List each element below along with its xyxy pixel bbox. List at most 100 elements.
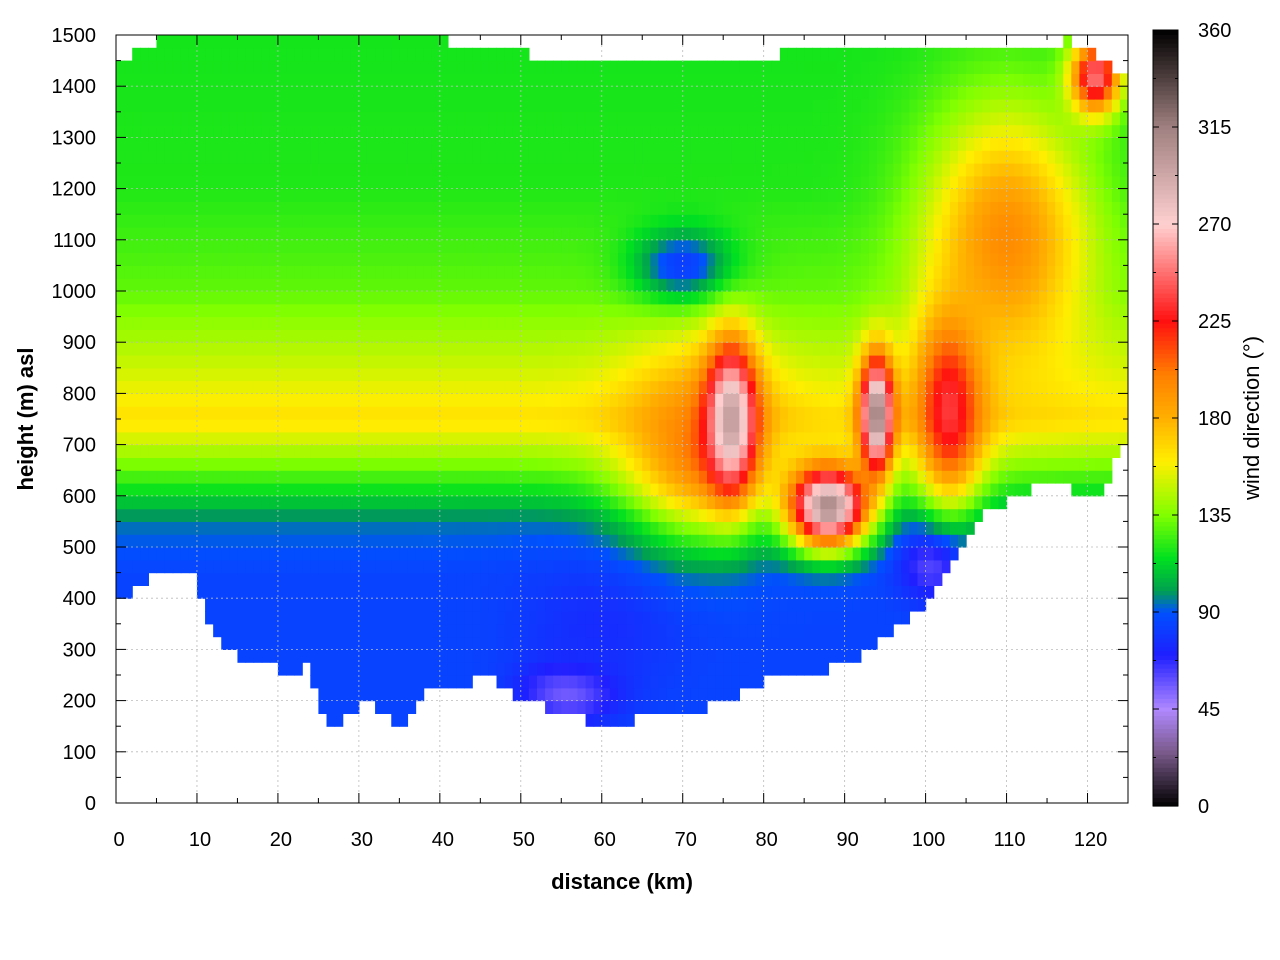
- field-cell: [496, 150, 506, 164]
- field-cell: [269, 239, 279, 254]
- field-cell: [763, 86, 773, 100]
- field-cell: [698, 662, 708, 676]
- field-cell: [779, 239, 789, 254]
- field-cell: [261, 623, 271, 638]
- field-cell: [358, 534, 368, 548]
- field-cell: [253, 227, 263, 241]
- field-cell: [423, 201, 433, 215]
- field-cell: [180, 329, 190, 343]
- field-cell: [366, 252, 376, 266]
- field-cell: [715, 150, 724, 164]
- field-cell: [342, 508, 352, 522]
- field-cell: [820, 444, 830, 458]
- field-cell: [423, 662, 433, 676]
- field-cell: [124, 572, 133, 586]
- field-cell: [294, 444, 303, 458]
- field-cell: [148, 380, 158, 394]
- field-cell: [569, 419, 579, 433]
- field-cell: [844, 431, 854, 446]
- field-cell: [642, 60, 651, 74]
- field-cell: [852, 239, 862, 254]
- field-cell: [512, 188, 522, 202]
- field-cell: [658, 521, 668, 535]
- field-cell: [536, 457, 546, 471]
- field-cell: [253, 470, 263, 484]
- field-cell: [682, 687, 692, 702]
- field-cell: [577, 444, 587, 458]
- field-cell: [561, 662, 570, 676]
- field-cell: [504, 227, 514, 241]
- field-cell: [528, 99, 538, 113]
- field-cell: [318, 214, 328, 228]
- field-cell: [342, 470, 352, 484]
- field-cell: [383, 99, 392, 113]
- field-cell: [528, 431, 538, 446]
- field-cell: [536, 163, 546, 177]
- field-cell: [626, 316, 635, 330]
- field-cell: [893, 521, 902, 535]
- field-cell: [116, 380, 125, 394]
- field-cell: [860, 521, 870, 535]
- field-cell: [472, 303, 481, 318]
- field-cell: [747, 534, 757, 548]
- field-cell: [496, 355, 506, 369]
- field-cell: [188, 483, 198, 497]
- field-cell: [682, 431, 692, 446]
- field-cell: [464, 649, 473, 663]
- field-cell: [415, 73, 425, 87]
- field-cell: [723, 675, 732, 689]
- field-cell: [553, 649, 562, 663]
- field-cell: [779, 470, 789, 484]
- field-cell: [269, 444, 279, 458]
- field-cell: [731, 175, 740, 190]
- field-cell: [464, 636, 473, 650]
- field-cell: [423, 342, 433, 356]
- field-cell: [885, 495, 894, 510]
- field-cell: [877, 623, 886, 638]
- field-cell: [213, 278, 222, 292]
- field-cell: [715, 175, 724, 190]
- field-cell: [877, 201, 886, 215]
- field-cell: [925, 99, 935, 113]
- field-cell: [528, 86, 538, 100]
- field-cell: [286, 636, 295, 650]
- field-cell: [739, 291, 749, 305]
- field-cell: [779, 598, 789, 612]
- field-cell: [366, 572, 376, 586]
- field-cell: [787, 662, 797, 676]
- field-cell: [715, 470, 724, 484]
- field-cell: [739, 124, 749, 138]
- field-cell: [545, 367, 554, 382]
- field-cell: [528, 150, 538, 164]
- field-cell: [836, 393, 846, 407]
- field-cell: [237, 380, 247, 394]
- field-cell: [415, 342, 425, 356]
- field-cell: [472, 470, 481, 484]
- field-cell: [472, 547, 481, 561]
- field-cell: [488, 483, 498, 497]
- field-cell: [836, 137, 846, 151]
- field-cell: [407, 278, 417, 292]
- field-cell: [545, 662, 554, 676]
- field-cell: [893, 495, 902, 510]
- field-cell: [366, 111, 376, 126]
- field-cell: [844, 111, 854, 126]
- field-cell: [407, 636, 417, 650]
- field-cell: [286, 367, 295, 382]
- field-cell: [423, 137, 433, 151]
- field-cell: [601, 406, 611, 420]
- field-cell: [545, 636, 554, 650]
- field-cell: [116, 111, 125, 126]
- field-cell: [269, 265, 279, 279]
- field-cell: [601, 611, 611, 625]
- field-cell: [820, 188, 830, 202]
- field-cell: [755, 611, 765, 625]
- field-cell: [488, 393, 498, 407]
- field-cell: [528, 534, 538, 548]
- field-cell: [269, 611, 279, 625]
- field-cell: [342, 124, 352, 138]
- field-cell: [415, 419, 425, 433]
- field-cell: [350, 623, 360, 638]
- field-cell: [132, 252, 141, 266]
- field-cell: [350, 406, 360, 420]
